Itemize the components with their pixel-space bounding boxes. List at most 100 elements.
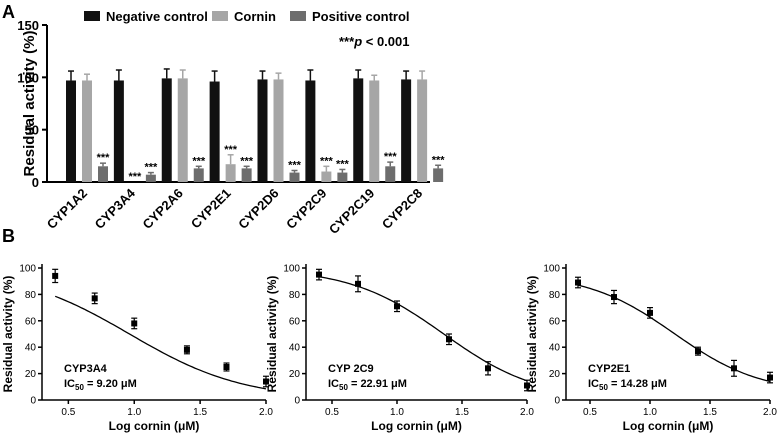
- data-point: [263, 378, 269, 385]
- x-tick-label: 2.0: [520, 407, 534, 418]
- y-tick-label: 100: [543, 264, 560, 275]
- x-tick-label: 0.5: [583, 407, 597, 418]
- data-point: [183, 346, 190, 353]
- bar: [289, 172, 300, 182]
- fit-curve: [54, 295, 267, 390]
- ic50-prefix: IC: [64, 378, 75, 390]
- enzyme-label: CYP2E1: [588, 363, 630, 375]
- category-label: CYP2E1: [188, 186, 234, 232]
- bar: [257, 79, 268, 182]
- bar: [113, 80, 124, 182]
- legend-label: Cornin: [234, 9, 276, 24]
- category-label: CYP2C8: [379, 186, 425, 232]
- ic50-label: IC50 = 9.20 μM: [64, 378, 137, 392]
- ic50-subscript: 50: [599, 383, 608, 392]
- dose-response-plot: 0 20 40 60 80 100 0.5 1.0 1.5 2.0 Log cornin (μM) R…: [525, 264, 777, 434]
- y-tick-label: 0: [30, 396, 36, 407]
- bar: [417, 79, 428, 182]
- category-label: CYP2C9: [283, 186, 329, 232]
- y-tick-label: 100: [19, 264, 36, 275]
- x-tick-label: 2.0: [763, 407, 777, 418]
- significance-marker: ***: [288, 159, 302, 171]
- x-tick-label: 1.0: [390, 407, 404, 418]
- dose-response-curves: 0 20 40 60 80 100 0.5 1.0 1.5 2.0 Log cornin (μM) R…: [1, 264, 777, 434]
- x-tick-label: 1.5: [193, 407, 207, 418]
- bar: [225, 164, 236, 182]
- panel-label-a: A: [2, 2, 15, 22]
- data-point: [731, 365, 737, 372]
- x-tick-label: 1.5: [455, 407, 469, 418]
- data-point: [131, 320, 138, 327]
- y-tick-label: 40: [549, 343, 561, 354]
- legend-swatch: [212, 11, 228, 21]
- significance-marker: ***: [192, 155, 206, 167]
- bar: [321, 171, 332, 182]
- y-tick-label: 60: [25, 316, 37, 327]
- data-point: [575, 279, 581, 286]
- significance-marker: ***: [336, 158, 350, 170]
- x-tick-label: 1.0: [643, 407, 657, 418]
- dose-response-plot: 0 20 40 60 80 100 0.5 1.0 1.5 2.0 Log cornin (μM) R…: [1, 264, 273, 434]
- legend-label: Negative control: [106, 9, 208, 24]
- bar: [209, 81, 220, 182]
- x-tick-label: 1.0: [127, 407, 141, 418]
- bar: [193, 168, 204, 182]
- x-tick-label: 1.5: [703, 407, 717, 418]
- bar: [161, 78, 172, 182]
- y-tick-label: 100: [17, 70, 39, 85]
- bar: [305, 80, 316, 182]
- y-tick-label: 40: [289, 343, 301, 354]
- significance-marker: ***: [320, 155, 334, 167]
- y-tick-label: 20: [25, 369, 37, 380]
- x-tick-label: 0.5: [325, 407, 339, 418]
- bar: [241, 168, 252, 182]
- ic50-label: IC50 = 14.28 μM: [588, 378, 667, 392]
- ic50-value: = 14.28 μM: [608, 378, 667, 390]
- x-axis-label: Log cornin (μM): [623, 419, 714, 433]
- y-tick-label: 80: [289, 290, 301, 301]
- bar: [66, 80, 76, 182]
- y-tick-label: 80: [25, 290, 37, 301]
- significance-marker: ***: [432, 154, 446, 166]
- data-point: [647, 309, 653, 316]
- bar: [433, 168, 444, 182]
- data-point: [394, 303, 400, 310]
- y-tick-label: 0: [294, 396, 300, 407]
- panel-label-b: B: [2, 226, 15, 246]
- x-tick-label: 0.5: [61, 407, 75, 418]
- ic50-value: = 9.20 μM: [84, 378, 137, 390]
- ic50-subscript: 50: [339, 383, 348, 392]
- y-tick-label: 150: [17, 18, 39, 33]
- significance-marker: ***: [128, 171, 142, 183]
- y-tick-label: 20: [549, 369, 561, 380]
- category-label: CYP2A6: [140, 186, 186, 232]
- significance-marker: ***: [144, 162, 158, 174]
- data-point: [524, 382, 530, 389]
- y-tick-label: 20: [289, 369, 301, 380]
- category-label: CYP3A4: [92, 185, 139, 232]
- x-axis-label: Log cornin (μM): [109, 419, 200, 433]
- data-point: [91, 295, 98, 302]
- data-point: [485, 365, 491, 372]
- enzyme-label: CYP 2C9: [328, 363, 374, 375]
- ic50-label: IC50 = 22.91 μM: [328, 378, 407, 392]
- y-tick-label: 60: [549, 316, 561, 327]
- data-point: [316, 271, 322, 278]
- bar: [273, 79, 284, 182]
- bar: [401, 79, 412, 182]
- category-label: CYP1A2: [44, 186, 90, 232]
- y-axis-label: Residual activity (%): [21, 31, 38, 177]
- data-point: [695, 348, 701, 355]
- significance-p: p: [353, 34, 362, 49]
- significance-marker: ***: [240, 155, 254, 167]
- significance-threshold: < 0.001: [362, 34, 409, 49]
- significance-stars: ***: [339, 34, 355, 49]
- data-point: [446, 336, 452, 343]
- y-tick-label: 100: [283, 264, 300, 275]
- category-label: CYP2C19: [326, 186, 377, 237]
- data-point: [611, 294, 617, 301]
- bar: [337, 172, 348, 182]
- enzyme-label: CYP3A4: [64, 363, 108, 375]
- data-point: [223, 364, 230, 370]
